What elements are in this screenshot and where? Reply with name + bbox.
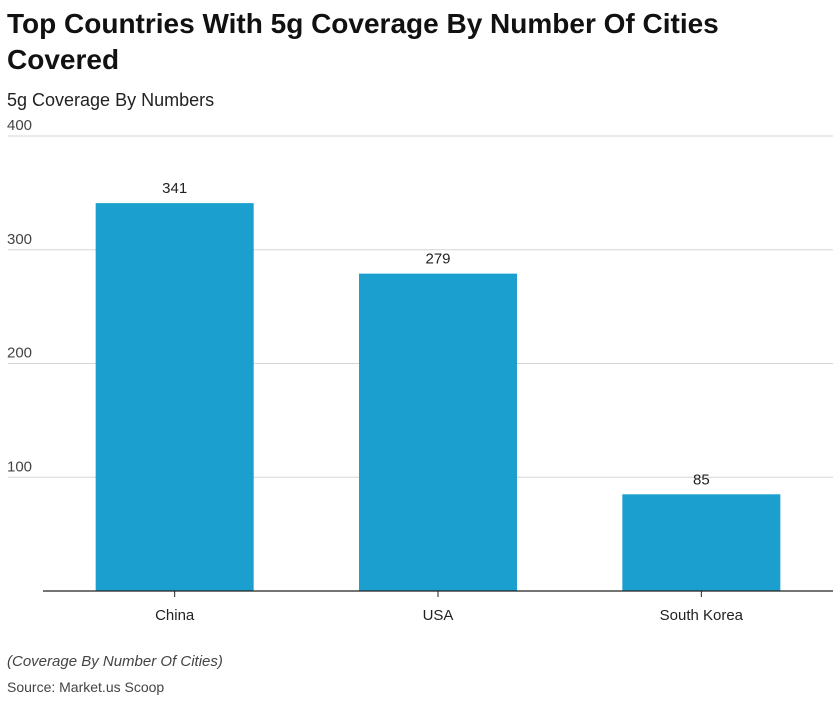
bar xyxy=(359,273,517,591)
x-axis-ticks: China USA South Korea xyxy=(155,591,744,624)
y-tick-label: 100 xyxy=(7,458,32,475)
bar xyxy=(95,203,254,592)
chart-source: Source: Market.us Scoop xyxy=(7,679,165,695)
data-label: 85 xyxy=(693,471,710,488)
data-labels: 341 279 85 xyxy=(162,180,710,488)
chart-title: Top Countries With 5g Coverage By Number… xyxy=(7,8,719,75)
data-label: 279 xyxy=(425,251,450,268)
y-tick-label: 400 xyxy=(7,117,32,134)
y-tick-label: 300 xyxy=(7,231,32,248)
data-label: 341 xyxy=(162,180,187,197)
x-tick-label: China xyxy=(155,607,195,624)
bars xyxy=(95,203,781,592)
y-axis-ticks: 100 200 300 400 xyxy=(7,117,32,475)
x-tick-label: South Korea xyxy=(660,607,744,624)
x-tick-label: USA xyxy=(423,607,454,624)
chart-subtitle: 5g Coverage By Numbers xyxy=(7,90,215,110)
bar xyxy=(622,494,781,591)
chart-note: (Coverage By Number Of Cities) xyxy=(7,653,223,670)
y-tick-label: 200 xyxy=(7,345,32,362)
